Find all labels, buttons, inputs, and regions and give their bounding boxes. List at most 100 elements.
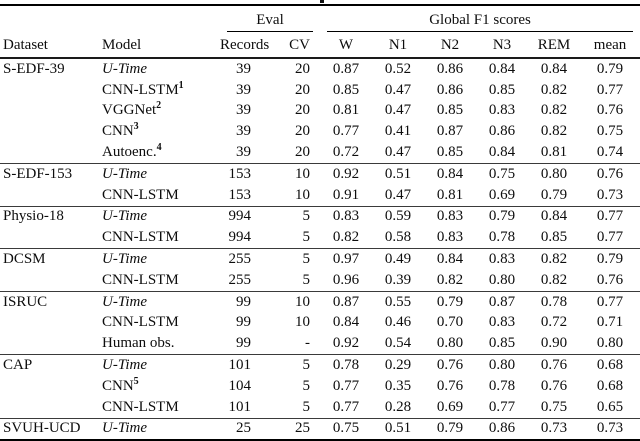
score-n3-cell: 0.83: [488, 102, 516, 119]
dataset-cell: CAP: [0, 354, 102, 376]
score-n1-cell: 0.58: [384, 229, 412, 246]
dataset-cell: [0, 185, 102, 206]
score-w-cell: 0.77: [332, 123, 360, 140]
cv-cell: 5: [302, 377, 311, 394]
table-row: Autoenc.4 39 20 0.72 0.47 0.85 0.84 0.81…: [0, 142, 640, 163]
score-rem-cell: 0.82: [528, 248, 580, 270]
score-n1-cell: 0.35: [384, 377, 412, 394]
model-label: U-Time: [102, 357, 147, 374]
score-n2-cell: 0.86: [436, 60, 464, 77]
score-w-cell: 0.75: [320, 417, 372, 441]
cv-cell: 20: [295, 81, 310, 98]
score-mean-cell: 0.68: [596, 377, 624, 394]
score-rem-cell: 0.72: [540, 314, 568, 331]
score-n1-cell: 0.47: [384, 81, 412, 98]
header-columns-row: Records CV W N1 N2 N3 REM mean: [0, 32, 640, 58]
model-superscript: 1: [178, 79, 184, 91]
model-label: CNN-LSTM: [102, 398, 179, 415]
dataset-cell: SVUH-UCD: [0, 417, 102, 441]
score-n2-cell: 0.79: [424, 417, 476, 441]
model-label: CNN-LSTM: [102, 186, 179, 203]
records-cell: 101: [220, 354, 265, 376]
cv-cell: 5: [265, 354, 320, 376]
score-w-cell: 0.84: [332, 314, 360, 331]
score-n3-cell: 0.86: [488, 123, 516, 140]
table-row: ISRUC U-Time 99 10 0.87 0.55 0.79 0.87 0…: [0, 290, 640, 313]
model-cell: CNN-LSTM: [102, 397, 220, 418]
score-mean-cell: 0.74: [596, 144, 624, 161]
score-n2-cell: 0.82: [436, 271, 464, 288]
column-header-cv: CV: [289, 37, 310, 53]
score-mean-cell: 0.76: [596, 102, 624, 119]
table-row: Physio-18 U-Time 994 5 0.83 0.59 0.83 0.…: [0, 205, 640, 228]
score-w-cell: 0.92: [320, 162, 372, 185]
cv-cell: 5: [265, 248, 320, 270]
score-rem-cell: 0.73: [528, 417, 580, 441]
model-label: CNN: [102, 377, 134, 394]
score-mean-cell: 0.80: [596, 335, 624, 352]
dataset-cell: [0, 227, 102, 248]
model-cell: U-Time: [102, 58, 220, 80]
score-n3-cell: 0.77: [488, 398, 516, 415]
score-mean-cell: 0.77: [596, 81, 624, 98]
score-n3-cell: 0.75: [476, 162, 528, 185]
score-rem-cell: 0.82: [540, 271, 568, 288]
model-label: VGGNet: [102, 102, 157, 119]
score-mean-cell: 0.79: [580, 248, 640, 270]
score-rem-cell: 0.76: [540, 377, 568, 394]
column-header-rem: REM: [537, 37, 571, 53]
table-row: CNN-LSTM1 39 20 0.85 0.47 0.86 0.85 0.82…: [0, 80, 640, 101]
table-row: SVUH-UCD U-Time 25 25 0.75 0.51 0.79 0.8…: [0, 417, 640, 441]
column-header-mean: mean: [593, 37, 627, 53]
cv-cell: 20: [295, 123, 310, 140]
records-cell: 39: [236, 144, 251, 161]
column-header-n2: N2: [440, 37, 460, 53]
cv-cell: 25: [265, 417, 320, 441]
model-cell: CNN5: [102, 376, 220, 397]
table-row: DCSM U-Time 255 5 0.97 0.49 0.84 0.83 0.…: [0, 248, 640, 270]
model-cell: CNN-LSTM: [102, 227, 220, 248]
cv-cell: 10: [295, 314, 310, 331]
dataset-cell: S-EDF-39: [3, 60, 65, 77]
dataset-cell: DCSM: [0, 248, 102, 270]
score-n2-cell: 0.84: [424, 248, 476, 270]
dataset-cell: [0, 121, 102, 142]
dataset-cell: S-EDF-153: [0, 162, 102, 185]
score-n2-cell: 0.76: [436, 377, 464, 394]
score-n2-cell: 0.76: [424, 354, 476, 376]
records-cell: 99: [236, 314, 251, 331]
model-label: U-Time: [102, 251, 147, 268]
score-n1-cell: 0.47: [384, 186, 412, 203]
score-n3-cell: 0.83: [476, 248, 528, 270]
dataset-cell: [0, 80, 102, 101]
records-cell: 99: [220, 290, 265, 313]
score-mean-cell: 0.76: [580, 162, 640, 185]
header-group-row: Dataset Model Eval Global F1 scores: [0, 5, 640, 53]
cv-cell: 5: [302, 271, 311, 288]
cv-cell: -: [305, 335, 310, 352]
score-w-cell: 0.87: [320, 290, 372, 313]
table-header: Dataset Model Eval Global F1 scores Reco…: [0, 5, 640, 58]
table-row: CNN5 104 5 0.77 0.35 0.76 0.78 0.76 0.68: [0, 376, 640, 397]
column-header-n1: N1: [388, 37, 408, 53]
score-rem-cell: 0.78: [528, 290, 580, 313]
score-n1-cell: 0.39: [384, 271, 412, 288]
table-row: CNN-LSTM 101 5 0.77 0.28 0.69 0.77 0.75 …: [0, 397, 640, 418]
model-cell: CNN-LSTM1: [102, 80, 220, 101]
records-cell: 994: [220, 205, 265, 228]
score-n3-cell: 0.85: [488, 81, 516, 98]
score-mean-cell: 0.73: [596, 186, 624, 203]
records-cell: 255: [220, 248, 265, 270]
score-n1-cell: 0.52: [384, 60, 412, 77]
model-label: Human obs.: [102, 335, 175, 352]
score-rem-cell: 0.85: [540, 229, 568, 246]
score-mean-cell: 0.65: [596, 398, 624, 415]
model-cell: U-Time: [102, 205, 220, 228]
records-cell: 39: [236, 102, 251, 119]
score-n3-cell: 0.80: [488, 271, 516, 288]
score-rem-cell: 0.82: [540, 102, 568, 119]
score-w-cell: 0.72: [332, 144, 360, 161]
score-n2-cell: 0.69: [436, 398, 464, 415]
score-rem-cell: 0.84: [540, 60, 568, 77]
score-w-cell: 0.85: [332, 81, 360, 98]
